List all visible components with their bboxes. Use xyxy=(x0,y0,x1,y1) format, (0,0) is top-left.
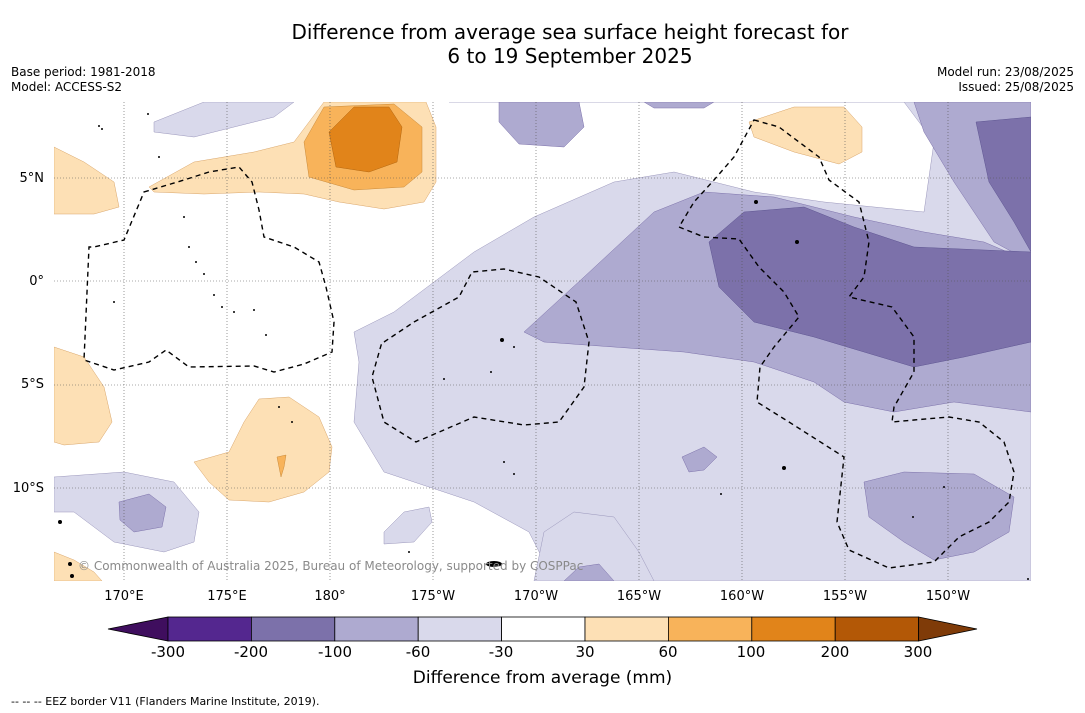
colorbar-segment-6 xyxy=(584,616,669,642)
lon-label-175w: 175°W xyxy=(410,589,456,604)
sea-height-map xyxy=(54,102,1031,581)
colorbar-tick-9: 200 xyxy=(820,643,850,661)
region-plus100-top xyxy=(328,106,403,173)
copyright-text: © Commonwealth of Australia 2025, Bureau… xyxy=(78,559,584,573)
region-minus60-small xyxy=(681,446,718,473)
lat-label-5s: 5°S xyxy=(20,377,44,392)
region-plus30-left-top xyxy=(54,146,120,215)
region-plus30-left-mid xyxy=(54,346,113,446)
lat-label-5n: 5°N xyxy=(19,171,45,186)
colorbar-extend-low xyxy=(107,616,169,642)
map-title: Difference from average sea surface heig… xyxy=(0,20,1085,68)
colorbar-label: Difference from average (mm) xyxy=(412,668,673,688)
metadata-right: Model run: 23/08/2025 Issued: 25/08/2025 xyxy=(937,65,1074,95)
lon-label-155w: 155°W xyxy=(822,589,868,604)
lat-label-10s: 10°S xyxy=(12,481,44,496)
colorbar-tick-5: -30 xyxy=(488,643,514,661)
colorbar-tick-10: 300 xyxy=(903,643,933,661)
eez-borders xyxy=(83,119,1015,569)
colorbar-segment-8 xyxy=(751,616,836,642)
colorbar-tick-2: -200 xyxy=(233,643,269,661)
colorbar-tick-1: -300 xyxy=(150,643,186,661)
title-line-2: 6 to 19 September 2025 xyxy=(447,44,693,68)
region-minus60-bottom-strip xyxy=(563,563,615,581)
region-minus60-top-strip xyxy=(643,102,715,109)
colorbar-segment-7 xyxy=(668,616,753,642)
map-gridlines xyxy=(54,102,1031,581)
lat-label-0: 0° xyxy=(29,274,44,289)
metadata-left: Base period: 1981-2018 Model: ACCESS-S2 xyxy=(11,65,156,95)
region-minus60-bottom-left xyxy=(118,493,167,533)
colorbar-tick-8: 100 xyxy=(736,643,766,661)
region-plus60-small xyxy=(276,454,287,478)
colorbar-segment-5 xyxy=(501,616,586,642)
region-minus100 xyxy=(708,206,1031,368)
region-plus30-bottom-left xyxy=(54,551,103,581)
lon-label-170w: 170°W xyxy=(513,589,559,604)
colorbar-segment-3 xyxy=(334,616,419,642)
colorbar-segment-4 xyxy=(417,616,503,642)
colorbar-tick-4: -60 xyxy=(405,643,431,661)
region-minus30-bottom-center xyxy=(533,511,655,581)
region-minus30-bottom-mid xyxy=(383,506,433,545)
base-period: Base period: 1981-2018 xyxy=(11,65,156,79)
region-minus100-top-right xyxy=(975,116,1031,253)
region-minus60-bottom-right xyxy=(863,471,1015,561)
eez-border-phoenix xyxy=(371,268,590,443)
colorbar-tick-6: 30 xyxy=(575,643,595,661)
lon-label-160w: 160°W xyxy=(719,589,765,604)
model-run: Model run: 23/08/2025 xyxy=(936,65,1074,79)
region-minus30-top-left xyxy=(153,102,295,138)
eez-border-line-islands xyxy=(677,119,1015,569)
region-minus60-top-mid xyxy=(498,102,585,148)
title-line-1: Difference from average sea surface heig… xyxy=(291,20,849,44)
lon-label-150w: 150°W xyxy=(925,589,971,604)
colorbar xyxy=(107,616,978,642)
lon-label-165w: 165°W xyxy=(616,589,662,604)
colorbar-segment-1 xyxy=(167,616,252,642)
lon-label-180: 180° xyxy=(314,589,346,604)
region-plus30-top-right xyxy=(748,106,863,165)
colorbar-extend-high xyxy=(918,616,978,642)
model-name: Model: ACCESS-S2 xyxy=(11,80,123,94)
eez-border-kiribati-gilbert xyxy=(83,166,335,373)
region-plus30-center-left xyxy=(193,396,333,503)
colorbar-tick-7: 60 xyxy=(658,643,678,661)
islands xyxy=(58,113,1029,580)
colorbar-segment-2 xyxy=(250,616,336,642)
issued-date: Issued: 25/08/2025 xyxy=(958,80,1074,94)
colorbar-segment-9 xyxy=(834,616,920,642)
eez-legend-note: -- -- -- EEZ border V11 (Flanders Marine… xyxy=(11,695,320,708)
lon-label-170e: 170°E xyxy=(104,589,144,604)
lon-label-175e: 175°E xyxy=(207,589,247,604)
colorbar-tick-3: -100 xyxy=(317,643,353,661)
